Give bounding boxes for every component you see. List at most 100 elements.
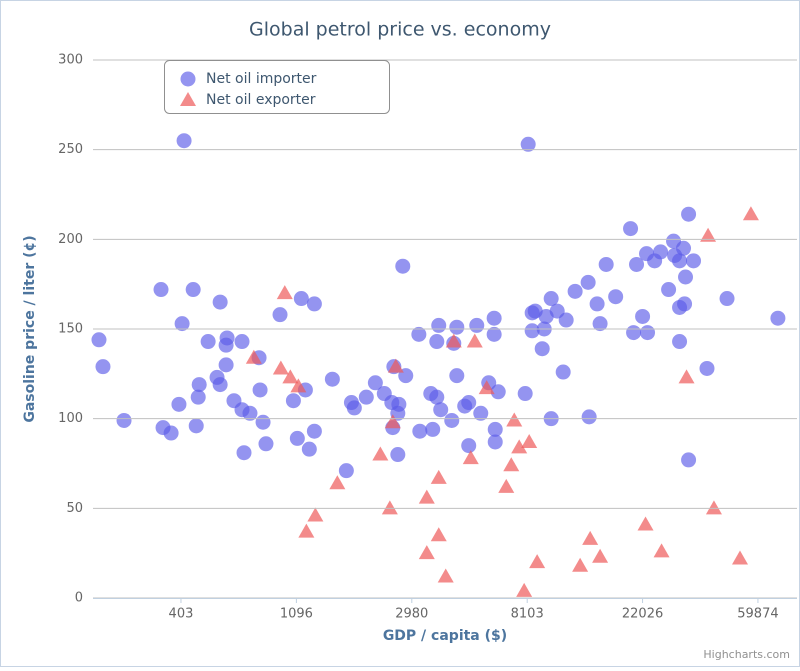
legend: Net oil importer Net oil exporter <box>164 60 390 114</box>
circle-marker <box>174 316 190 332</box>
circle-marker <box>236 445 252 461</box>
triangle-marker <box>290 378 307 393</box>
triangle-marker <box>529 554 546 569</box>
circle-marker <box>433 402 449 418</box>
circle-marker <box>258 436 274 452</box>
circle-marker <box>677 296 693 312</box>
triangle-marker <box>705 500 722 515</box>
x-tick-label: 2980 <box>395 607 428 622</box>
circle-marker <box>285 393 301 409</box>
chart-title: Global petrol price vs. economy <box>249 19 551 41</box>
circle-marker <box>524 323 540 339</box>
circle-marker <box>672 334 688 350</box>
credits[interactable]: Highcharts.com <box>703 648 790 661</box>
circle-marker <box>338 463 354 479</box>
circle-marker <box>116 412 132 428</box>
triangle-marker <box>282 369 299 384</box>
triangle-marker <box>462 450 479 465</box>
legend-label: Net oil importer <box>206 71 317 87</box>
circle-marker <box>95 359 111 375</box>
x-tick-label: 8103 <box>511 607 544 622</box>
legend-item[interactable]: Net oil exporter <box>180 92 316 108</box>
circle-marker <box>486 310 502 326</box>
legend-box <box>164 60 390 114</box>
triangle-marker <box>245 349 262 364</box>
triangle-marker <box>637 516 654 531</box>
circle-marker <box>153 282 169 298</box>
circle-marker <box>676 240 692 256</box>
circle-marker <box>770 310 786 326</box>
circle-marker <box>395 258 411 274</box>
circle-marker <box>672 253 688 269</box>
circle-marker <box>534 341 550 357</box>
circle-marker <box>517 386 533 402</box>
circle-marker <box>592 316 608 332</box>
circle-marker <box>635 308 651 324</box>
circle-marker <box>272 307 288 323</box>
circle-marker <box>171 396 187 412</box>
circle-marker <box>487 434 503 450</box>
triangle-marker <box>272 360 289 375</box>
circle-marker <box>461 438 477 454</box>
circle-marker <box>163 425 179 441</box>
y-tick-label: 200 <box>58 232 83 247</box>
circle-marker <box>429 389 445 405</box>
circle-marker <box>91 332 107 348</box>
circle-marker <box>293 291 309 307</box>
triangle-marker <box>430 469 447 484</box>
circle-marker <box>200 334 216 350</box>
circle-marker <box>212 294 228 310</box>
circle-marker <box>176 133 192 149</box>
circle-marker <box>640 325 656 341</box>
triangle-marker <box>732 550 749 565</box>
triangle-marker <box>503 457 520 472</box>
x-axis-label: GDP / capita ($) <box>383 628 507 644</box>
triangle-marker <box>418 545 435 560</box>
triangle-marker <box>516 582 533 597</box>
triangle-marker <box>418 489 435 504</box>
circle-marker <box>598 256 614 272</box>
circle-marker <box>449 368 465 384</box>
circle-marker <box>490 384 506 400</box>
triangle-marker <box>372 446 389 461</box>
legend-item[interactable]: Net oil importer <box>180 71 317 87</box>
triangle-marker <box>180 92 196 106</box>
circle-marker <box>252 382 268 398</box>
plot-area <box>91 133 786 597</box>
circle-marker <box>185 282 201 298</box>
circle-marker <box>461 395 477 411</box>
y-tick-label: 300 <box>58 53 83 68</box>
circle-marker <box>580 274 596 290</box>
circle-marker <box>589 296 605 312</box>
circle-marker <box>289 430 305 446</box>
circle-marker <box>487 421 503 437</box>
circle-marker <box>218 357 234 373</box>
circle-marker <box>431 317 447 333</box>
circle-marker <box>346 400 362 416</box>
circle-marker <box>180 71 196 87</box>
circle-marker <box>581 409 597 425</box>
circle-marker <box>623 221 639 237</box>
triangle-marker <box>592 548 609 563</box>
circle-marker <box>444 412 460 428</box>
circle-marker <box>520 136 536 152</box>
circle-marker <box>543 291 559 307</box>
circle-marker <box>242 405 258 421</box>
circle-marker <box>324 371 340 387</box>
circle-marker <box>555 364 571 380</box>
circle-marker <box>306 423 322 439</box>
circle-marker <box>653 244 669 260</box>
circle-marker <box>390 447 406 463</box>
circle-marker <box>188 418 204 434</box>
triangle-marker <box>678 369 695 384</box>
triangle-marker <box>445 333 462 348</box>
circle-marker <box>367 375 383 391</box>
y-tick-label: 150 <box>58 322 83 337</box>
triangle-marker <box>521 433 538 448</box>
circle-marker <box>685 253 701 269</box>
legend-label: Net oil exporter <box>206 92 316 108</box>
x-tick-label: 403 <box>169 607 194 622</box>
triangle-marker <box>437 568 454 583</box>
x-tick-label: 1096 <box>280 607 313 622</box>
